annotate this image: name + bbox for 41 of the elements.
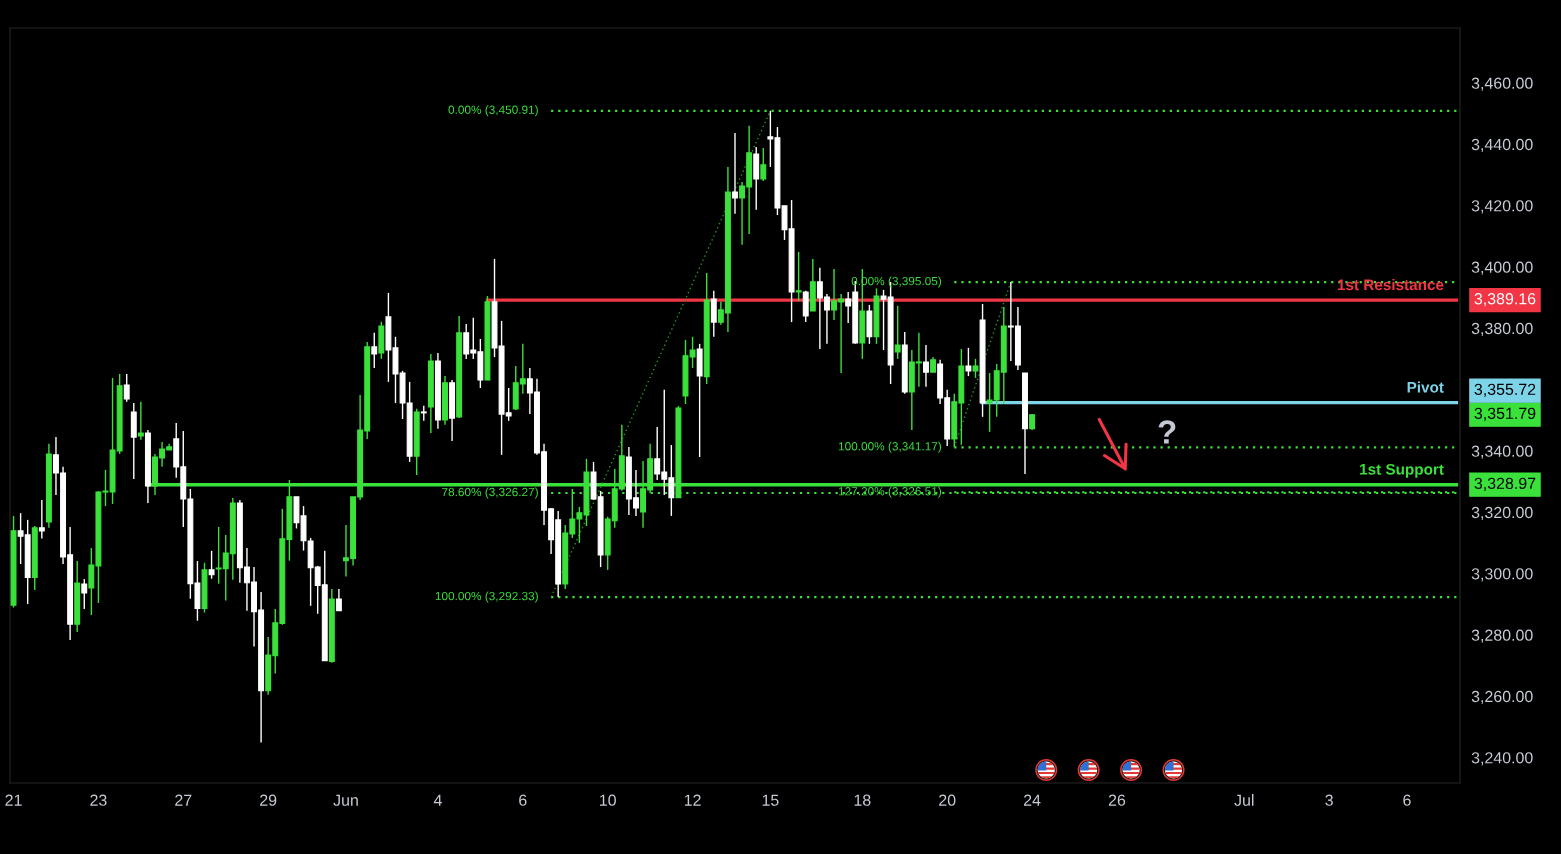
text: 3,351.79 [1474, 407, 1536, 421]
x-tick-label: 18 [854, 794, 871, 806]
y-tick-label: 3,460.00 [1471, 77, 1533, 91]
x-tick-label: 24 [1023, 794, 1041, 806]
x-tick-label: 6 [1403, 794, 1411, 806]
x-tick-label: 10 [600, 794, 616, 806]
x-tick-label: Jul [1234, 794, 1254, 806]
y-tick-label: 3,240.00 [1471, 752, 1533, 766]
y-tick-label: 3,400.00 [1471, 261, 1533, 275]
y-tick-label: 3,300.00 [1471, 568, 1533, 582]
x-tick-label: 23 [90, 794, 107, 806]
x-tick-label: 4 [433, 794, 442, 806]
x-tick-label: 3 [1325, 794, 1333, 806]
y-tick-label: 3,340.00 [1471, 445, 1533, 459]
series-label: 100.00% (3,292.33) [435, 591, 538, 603]
y-tick-label: 3,320.00 [1471, 506, 1533, 521]
series-label: 78.60% (3,326.27) [442, 487, 538, 499]
series-label: 127.20% (3,326.51) [838, 486, 942, 498]
annotation: ? [1158, 420, 1176, 444]
y-tick-label: 3,260.00 [1471, 690, 1533, 705]
x-tick-label: 26 [1108, 794, 1126, 806]
x-tick-label: 15 [762, 794, 779, 806]
x-tick-label: 12 [684, 794, 701, 806]
x-tick-label: 6 [519, 794, 527, 806]
x-tick-label: 20 [939, 794, 956, 806]
series-label: 0.00% (3,450.91) [448, 105, 538, 117]
data-label: 3,355.72 [1474, 383, 1536, 397]
y-tick-label: 3,280.00 [1471, 629, 1533, 643]
x-tick-label: 27 [175, 794, 192, 806]
series-label: 100.00% (3,341.17) [838, 441, 942, 453]
y-tick-label: 3,380.00 [1471, 322, 1533, 337]
y-tick-label: 3,440.00 [1471, 138, 1533, 153]
series-label: 1st Resistance [1337, 278, 1444, 291]
y-tick-label: 3,420.00 [1471, 200, 1533, 214]
x-tick-label: 29 [260, 794, 277, 806]
series-label: 1st Support [1360, 463, 1444, 478]
x-tick-label: 21 [5, 794, 22, 806]
data-label: 3,328.97 [1474, 477, 1536, 491]
legend-label: Pivot [1407, 381, 1444, 393]
data-label: 3,389.16 [1474, 293, 1536, 307]
x-tick-label: Jun [333, 794, 358, 806]
